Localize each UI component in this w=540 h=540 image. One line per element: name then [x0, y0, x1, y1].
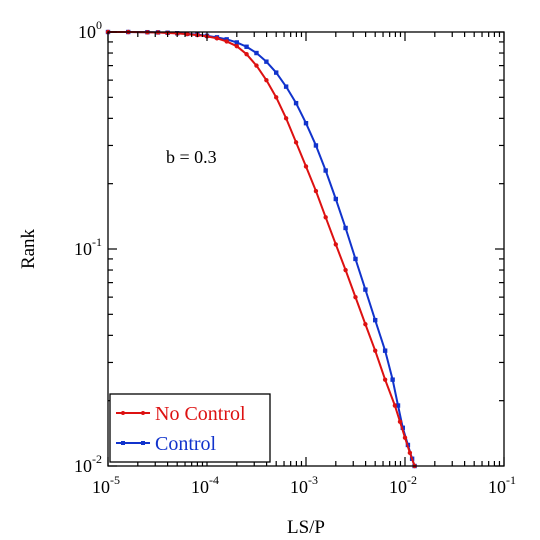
- legend-label-no-control: No Control: [155, 403, 246, 425]
- legend: No Control Control: [109, 393, 271, 463]
- y-tick-label: 10-2: [74, 452, 102, 476]
- data-point-control: [293, 100, 299, 106]
- x-tick-label: 10-5: [92, 473, 120, 497]
- data-point-no-control: [407, 450, 413, 456]
- data-point-no-control: [363, 322, 368, 327]
- data-point-no-control: [283, 116, 289, 121]
- data-point-no-control: [293, 140, 299, 145]
- legend-marker-no-control: [141, 411, 145, 415]
- x-tick-label: 10-4: [191, 473, 219, 497]
- data-point-control: [323, 168, 328, 173]
- data-point-control: [234, 40, 239, 45]
- legend-marker-control: [121, 441, 125, 445]
- data-point-control: [244, 44, 249, 49]
- data-point-no-control: [214, 36, 220, 41]
- data-point-no-control: [333, 242, 338, 247]
- data-point-control: [395, 403, 401, 408]
- data-point-no-control: [234, 44, 239, 49]
- data-point-control: [382, 348, 388, 353]
- legend-label-control: Control: [155, 433, 217, 455]
- legend-box: [109, 393, 271, 463]
- data-point-control: [333, 196, 338, 202]
- data-point-no-control: [402, 435, 408, 440]
- data-point-no-control: [373, 348, 378, 353]
- data-point-no-control: [264, 77, 269, 83]
- data-point-control: [390, 377, 395, 382]
- data-point-no-control: [184, 31, 190, 37]
- data-point-no-control: [224, 39, 229, 44]
- data-point-control: [303, 120, 309, 126]
- data-point-no-control: [303, 164, 309, 169]
- legend-marker-control: [141, 441, 145, 445]
- x-tick-label: 10-1: [488, 473, 516, 497]
- data-point-control: [274, 70, 279, 75]
- data-point-no-control: [392, 403, 398, 408]
- data-point-control: [343, 225, 348, 231]
- y-axis-title: Rank: [18, 228, 39, 269]
- data-point-control: [264, 59, 269, 64]
- data-point-control: [283, 84, 289, 89]
- tick-layer: [107, 31, 505, 467]
- data-point-no-control: [343, 267, 348, 273]
- data-point-control: [254, 50, 259, 56]
- data-point-no-control: [397, 419, 403, 424]
- data-point-control: [373, 317, 378, 323]
- data-point-no-control: [274, 95, 279, 100]
- data-point-no-control: [313, 188, 319, 194]
- x-tick-label: 10-3: [290, 473, 318, 497]
- annotation-b: b = 0.3: [166, 147, 217, 167]
- legend-marker-no-control: [121, 411, 125, 415]
- data-point-no-control: [382, 377, 388, 382]
- data-point-no-control: [323, 215, 328, 220]
- tick-label-layer: 10-5 10-4 10-3 10-2 10-1 100 10-1 10-2: [74, 18, 516, 497]
- y-tick-label: 100: [78, 18, 102, 42]
- data-point-no-control: [244, 52, 249, 57]
- data-point-control: [363, 287, 368, 292]
- x-axis-title: LS/P: [287, 517, 325, 538]
- data-point-control: [353, 256, 358, 262]
- y-tick-label: 10-1: [74, 235, 102, 259]
- data-point-no-control: [353, 294, 358, 300]
- data-point-no-control: [254, 63, 259, 68]
- x-tick-label: 10-2: [389, 473, 417, 497]
- data-point-control: [313, 143, 319, 148]
